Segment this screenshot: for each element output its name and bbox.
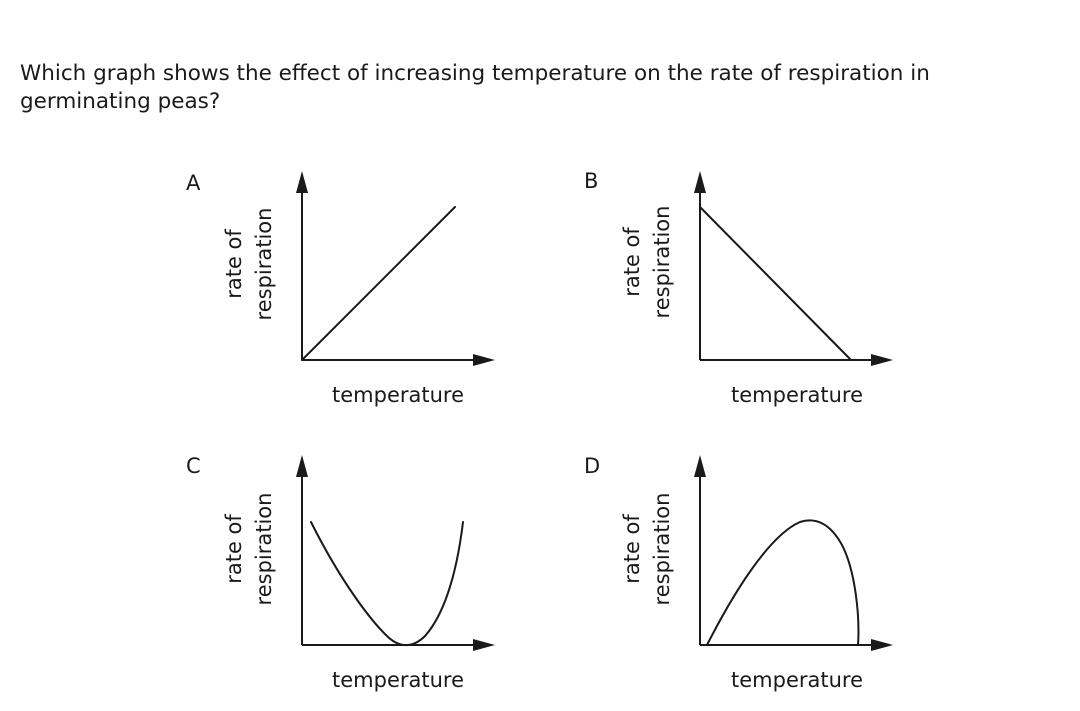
option-label-c: C — [186, 454, 201, 478]
graph-c-ylabel: rate of respiration — [222, 492, 276, 606]
graph-a-xlabel: temperature — [332, 383, 464, 407]
graph-d-x-arrowhead — [871, 639, 893, 651]
graph-b-xlabel: temperature — [731, 383, 863, 407]
option-label-a: A — [186, 171, 201, 195]
graph-a-ylabel: rate of respiration — [222, 207, 276, 321]
graph-b-y-arrowhead — [694, 171, 706, 193]
graph-b-curve — [699, 206, 852, 361]
graph-c-curve — [310, 521, 464, 647]
question-text: Which graph shows the effect of increasi… — [20, 61, 930, 114]
graph-b-ylabel: rate of respiration — [620, 205, 674, 319]
graph-a-curve — [301, 206, 456, 361]
graph-c-xlabel: temperature — [332, 668, 464, 692]
graph-a-y-arrowhead — [296, 171, 308, 193]
graph-b-x-arrowhead — [871, 354, 893, 366]
graph-d-curve — [706, 519, 860, 646]
option-label-b: B — [584, 169, 599, 193]
graph-d-y-arrowhead — [694, 455, 706, 477]
option-label-d: D — [584, 454, 601, 478]
graph-d-ylabel: rate of respiration — [620, 492, 674, 606]
graph-d-xlabel: temperature — [731, 668, 863, 692]
graph-c-y-arrowhead — [296, 455, 308, 477]
graph-a-x-arrowhead — [473, 354, 495, 366]
graph-c-x-arrowhead — [473, 639, 495, 651]
